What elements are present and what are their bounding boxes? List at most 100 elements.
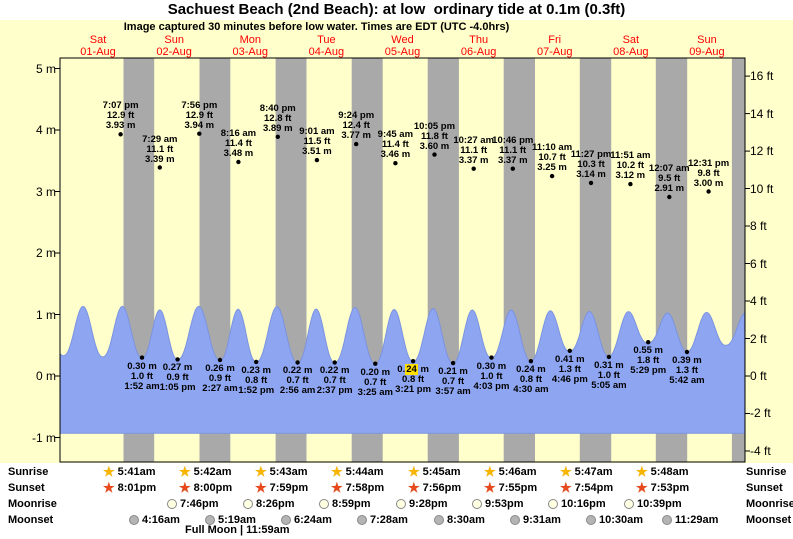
moonset-entry: 11:29am (662, 512, 718, 527)
high-tide-dot (157, 165, 162, 170)
y-tick-label-m: 0 m (35, 369, 56, 383)
y-tick-label-ft: -2 ft (750, 406, 771, 421)
day-name: Sun (164, 34, 184, 46)
astro-row-label-right-sunrise: Sunrise (746, 466, 787, 478)
high-tide-dot (393, 161, 398, 166)
sunset-time: 8:01pm (117, 481, 157, 494)
sunrise-entry: ★ 5:45am (408, 464, 461, 479)
day-label: Fri 07-Aug (517, 34, 593, 58)
low-tide-dot (684, 349, 690, 355)
moonrise-icon (472, 498, 482, 509)
sunset-icon: ★ (636, 480, 648, 495)
moonset-entry: 8:30am (434, 512, 485, 527)
sunrise-entry: ★ 5:48am (636, 464, 689, 479)
moonrise-icon (396, 498, 406, 509)
day-date: 05-Aug (384, 45, 421, 58)
moonrise-icon (548, 498, 558, 509)
sunrise-time: 5:42am (193, 465, 232, 478)
sunset-icon: ★ (179, 480, 191, 495)
moonset-time: 5:19am (218, 513, 256, 526)
moonrise-entry: 10:39pm (624, 496, 682, 511)
low-tide-dot (646, 340, 651, 345)
sunset-icon: ★ (331, 480, 343, 495)
moonset-icon (205, 514, 215, 525)
low-tide-dot (175, 357, 180, 362)
moonset-entry: 5:19am (205, 512, 256, 527)
astro-row-label-right-moonset: Moonset (746, 514, 792, 526)
sunset-icon: ★ (484, 480, 496, 495)
low-tide-dot (567, 348, 572, 353)
sunrise-time: 5:47am (574, 465, 613, 478)
sunset-icon: ★ (103, 480, 115, 495)
high-tide-dot (197, 131, 202, 136)
high-tide-dot (628, 181, 633, 187)
sunset-entry: ★ 7:59pm (255, 480, 308, 495)
day-date: 06-Aug (460, 45, 497, 58)
sunset-time: 7:56pm (422, 481, 462, 494)
moonset-entry: 10:30am (586, 512, 643, 527)
high-tide-dot (706, 189, 711, 194)
high-tide-dot (667, 194, 672, 200)
moonrise-icon (167, 498, 177, 509)
moonrise-time: 9:28pm (409, 497, 448, 510)
sunset-entry: ★ 8:01pm (103, 480, 156, 495)
y-tick-label-ft: 0 ft (750, 369, 767, 383)
day-date: 07-Aug (536, 45, 573, 58)
astro-row-label-right-sunset: Sunset (746, 482, 783, 494)
astro-row-label-left-sunset: Sunset (8, 482, 45, 494)
sunset-entry: ★ 7:53pm (636, 480, 689, 495)
moonset-time: 6:24am (294, 513, 332, 526)
day-name: Mon (239, 34, 261, 46)
sunrise-icon: ★ (484, 464, 496, 479)
y-tick-label-ft: 14 ft (750, 106, 774, 121)
low-tide-dot (254, 359, 259, 365)
moonset-time: 11:29am (675, 513, 719, 526)
moonset-icon (662, 514, 672, 525)
y-tick-label-m: 3 m (35, 184, 56, 199)
moonrise-icon (624, 498, 634, 509)
sunrise-entry: ★ 5:44am (331, 464, 384, 479)
moonrise-time: 10:39pm (637, 497, 682, 510)
sunset-time: 7:58pm (345, 481, 385, 494)
y-tick-label-m: 2 m (35, 246, 56, 260)
chart-subtitle: Image captured 30 minutes before low wat… (123, 21, 510, 33)
y-tick-label-m: 1 m (35, 307, 56, 322)
y-tick-label-ft: 12 ft (750, 144, 774, 159)
low-tide-dot (489, 355, 494, 360)
sunset-icon: ★ (560, 480, 572, 495)
moonrise-entry: 10:16pm (548, 496, 606, 511)
moonset-entry: 4:16am (129, 512, 180, 527)
low-tide-dot (295, 360, 300, 365)
moonrise-entry: 7:46pm (167, 496, 219, 511)
day-label: Wed 05-Aug (365, 34, 441, 58)
sunset-icon: ★ (408, 480, 420, 495)
moonset-time: 9:31am (523, 513, 561, 526)
high-tide-dot (236, 159, 241, 165)
moonset-time: 4:16am (142, 513, 180, 526)
day-date: 04-Aug (308, 45, 345, 58)
day-name: Sun (697, 34, 717, 46)
moonset-time: 7:28am (370, 513, 408, 526)
y-tick-label-ft: 6 ft (750, 256, 767, 271)
low-tide-dot (139, 355, 145, 360)
sunrise-entry: ★ 5:41am (103, 464, 156, 479)
high-tide-dot (275, 134, 280, 139)
moonrise-time: 7:46pm (180, 497, 219, 510)
sunrise-entry: ★ 5:46am (484, 464, 537, 479)
sunrise-icon: ★ (331, 464, 343, 479)
high-tide-dot (549, 173, 555, 179)
y-tick-label-m: -1 m (32, 430, 56, 445)
sunset-time: 7:55pm (498, 481, 538, 494)
y-tick-label-ft: 2 ft (750, 331, 767, 346)
moonset-icon (357, 514, 367, 525)
day-date: 03-Aug (232, 45, 268, 58)
y-tick-label-m: 5 m (35, 61, 56, 76)
high-tide-dot (432, 152, 437, 157)
y-tick-label-ft: -4 ft (750, 443, 771, 458)
sunset-entry: ★ 7:55pm (484, 480, 537, 495)
y-tick-label-ft: 16 ft (750, 69, 774, 84)
chart-title: Sachuest Beach (2nd Beach): at low ordin… (167, 1, 626, 18)
day-name: Thu (469, 34, 489, 46)
